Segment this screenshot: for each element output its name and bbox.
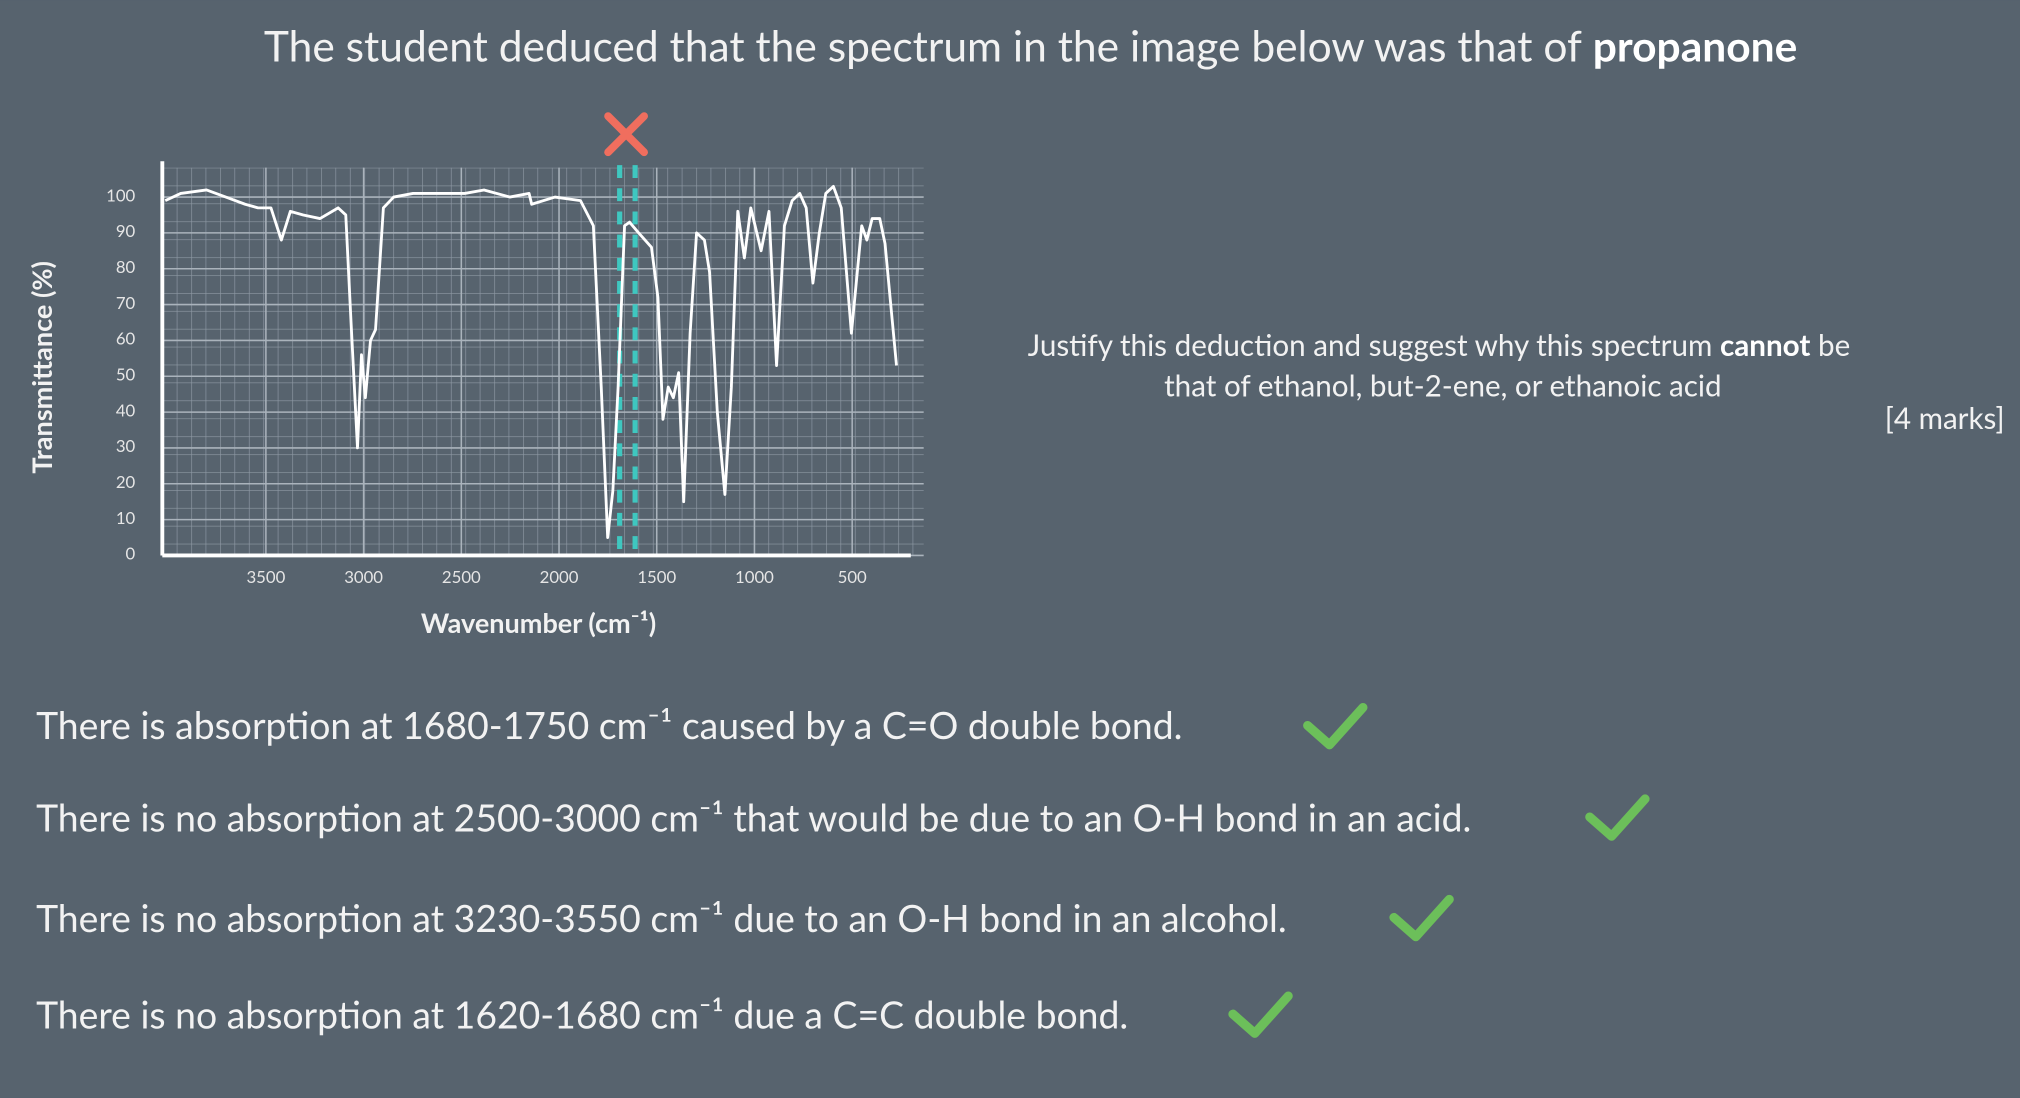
title-bold: propanone [1593,20,1798,71]
checkmark [1303,702,1368,750]
checkmark [1228,991,1293,1038]
question-text: Justify this deduction and suggest why t… [1028,328,1713,363]
question-line-2: that of ethanol, but-2-ene, or ethanoic … [1164,369,1722,404]
x-tick-label: 1000 [735,566,774,587]
y-tick-label: 20 [116,471,136,492]
question-text: be [1818,328,1850,363]
answer: There is no absorption at 2500-3000 cm⁻¹… [36,795,1471,840]
answer: There is absorption at 1680-1750 cm⁻¹ ca… [36,702,1182,747]
answer: There is no absorption at 3230-3550 cm⁻¹… [36,895,1287,940]
title-text: The student deduced that the spectrum in… [264,20,1582,71]
x-tick-label: 2000 [540,566,579,587]
x-tick-label: 3000 [344,566,383,587]
x-tick-label: 1500 [637,566,676,587]
y-tick-label: 100 [106,184,135,205]
x-tick-label: 500 [838,566,867,587]
cross [604,112,648,157]
y-tick-label: 0 [126,543,136,564]
y-axis-label: Transmittance (%) [25,261,58,474]
y-tick-label: 60 [116,328,136,349]
x-axis-label: Wavenumber (cm⁻¹) [421,606,656,639]
title: The student deduced that the spectrum in… [264,20,1797,71]
y-tick-label: 90 [116,220,136,241]
ir-spectrum: 0 10 20 30 40 50 60 70 80 90 100 3500 3000 2500 2000 15… [25,112,924,639]
x-tick-label: 3500 [246,566,285,587]
checkmark [1389,894,1454,942]
y-tick-label: 40 [116,399,136,420]
spectrum-line [164,184,898,539]
y-tick-label: 80 [116,256,136,277]
y-tick-label: 30 [116,435,136,456]
y-tick-label: 10 [116,507,136,528]
x-tick-label: 2500 [442,566,481,587]
question-line-1: Justify this deduction and suggest why t… [1028,328,1851,363]
checkmarks [1228,702,1650,1038]
question-bold: cannot [1720,328,1810,363]
y-tick-label: 50 [116,363,136,384]
checkmark [1585,794,1650,841]
marks: [4 marks] [1885,401,2005,436]
answer: There is no absorption at 1620-1680 cm⁻¹… [36,992,1128,1037]
y-tick-label: 70 [116,292,136,313]
